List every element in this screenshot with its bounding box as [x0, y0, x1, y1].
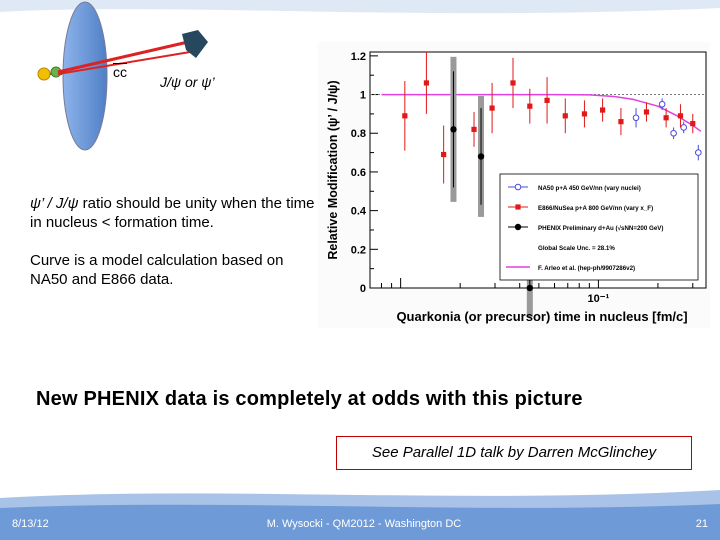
legend-phenix-marker: [514, 223, 522, 231]
nucleus-lens: [62, 1, 108, 151]
e866-data-point: [599, 107, 606, 113]
meson-label: J/ψ or ψ’: [160, 74, 215, 90]
footer-title: M. Wysocki - QM2012 - Washington DC: [266, 518, 462, 530]
phenix-data-point: [526, 284, 534, 292]
e866-data-point: [562, 113, 568, 119]
cc-pair-label: cc: [113, 64, 127, 80]
y-tick-label: 0.6: [351, 167, 366, 179]
y-tick-label: 1.2: [351, 51, 366, 63]
e866-data-point: [618, 119, 624, 125]
y-tick-label: 1: [360, 90, 366, 102]
page-number: 21: [695, 518, 708, 530]
body-text-block: ψ’ / J/ψ ratio should be unity when the …: [30, 194, 315, 308]
e866-data-point: [663, 115, 669, 121]
e866-data-point: [489, 105, 495, 111]
y-tick-label: 0.8: [351, 128, 366, 140]
legend-entry-label: PHENIX Preliminary d+Au (√sNN=200 GeV): [538, 225, 663, 232]
bottom-band-dark: [0, 504, 720, 540]
e866-data-point: [643, 109, 650, 115]
e866-data-point: [471, 126, 477, 132]
top-swoosh: [0, 0, 720, 14]
legend-entry-label: E866/NuSea p+A 800 GeV/nn (vary x_F): [538, 205, 653, 212]
phenix-data-point: [450, 126, 457, 133]
legend-entry-label: NA50 p+A 450 GeV/nn (vary nuclei): [538, 185, 641, 192]
curve-statement: Curve is a model calculation based on NA…: [30, 252, 284, 288]
e866-data-point: [402, 113, 408, 119]
e866-data-point: [441, 151, 447, 158]
x-tick-label: 10⁻¹: [588, 293, 610, 305]
talk-reference-text: See Parallel 1D talk by Darren McGlinche…: [371, 444, 657, 461]
na50-data-point: [658, 100, 666, 108]
e866-data-point: [423, 80, 430, 86]
collision-blob-icon: [37, 67, 51, 81]
y-tick-label: 0: [360, 283, 366, 295]
phenix-data-point: [477, 153, 485, 160]
x-axis-label: Quarkonia (or precursor) time in nucleus…: [396, 309, 687, 324]
na50-data-point: [680, 124, 688, 131]
cc-pair-arrow-upper: [57, 40, 189, 74]
quarkonia-chart: 0 0.2 0.4 0.6 0.8 1 1.2 10⁻¹ NA50 p+A 450 GeV/n…: [318, 42, 710, 328]
e866-data-point: [690, 120, 696, 127]
na50-data-point: [695, 149, 702, 156]
ratio-symbol: ψ’ / J/ψ: [30, 195, 79, 212]
legend-entry-label: Global Scale Unc. = 28.1%: [538, 245, 615, 252]
y-tick-label: 0.2: [351, 244, 366, 256]
meson-arrowhead-icon: [182, 30, 208, 58]
ratio-statement-text: ratio should be unity when the time in n…: [30, 195, 315, 231]
y-axis-label: Relative Modification (ψ’ / J/ψ): [326, 80, 340, 259]
headline: New PHENIX data is completely at odds wi…: [36, 388, 583, 410]
legend-e866-marker: [515, 204, 521, 210]
talk-reference-box: See Parallel 1D talk by Darren McGlinche…: [336, 436, 692, 470]
na50-data-point: [670, 129, 677, 137]
e866-data-point: [544, 97, 550, 103]
e866-data-point: [677, 113, 684, 119]
legend-entry-label: F. Arleo et al. (hep-ph/9907286v2): [538, 265, 635, 272]
y-tick-label: 0.4: [351, 206, 367, 218]
cc-pair-arrow-lower: [57, 51, 191, 75]
e866-data-point: [581, 111, 588, 117]
legend-na50-marker: [514, 183, 522, 191]
e866-data-point: [510, 80, 516, 86]
ratio-statement: ψ’ / J/ψ ratio should be unity when the …: [30, 194, 315, 232]
na50-data-point: [632, 114, 640, 122]
model-curve-line: [381, 93, 702, 132]
legend-box: [499, 173, 699, 281]
e866-data-point: [527, 103, 533, 109]
footer-date: 8/13/12: [12, 518, 49, 530]
